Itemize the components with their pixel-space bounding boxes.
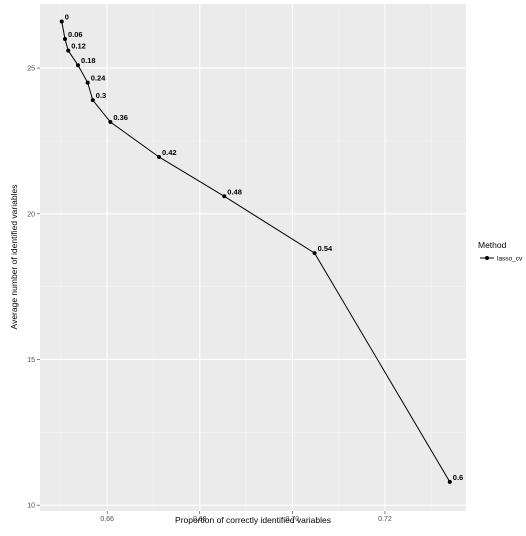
data-label: 0.24: [91, 74, 106, 83]
data-label: 0.48: [227, 187, 242, 196]
x-tick-label: 0.70: [286, 516, 300, 523]
data-label: 0.54: [318, 244, 333, 253]
x-tick-label: 0.72: [378, 516, 392, 523]
data-point: [75, 63, 80, 68]
y-tick-label: 10: [27, 503, 35, 510]
legend-keys: lasso_cv: [480, 256, 523, 263]
data-point: [108, 120, 113, 125]
x-tick-label: 0.66: [100, 516, 114, 523]
y-tick-label: 15: [27, 357, 35, 364]
data-label: 0.06: [68, 30, 83, 39]
legend-entry-label: lasso_cv: [497, 256, 523, 263]
panel-background: [40, 4, 466, 511]
x-axis-ticks: 0.66 0.68 0.70 0.72: [100, 511, 392, 523]
legend-key-point: [485, 256, 489, 260]
x-axis-title: Proportion of correctly identified varia…: [175, 515, 331, 525]
data-point: [447, 479, 452, 484]
data-point: [90, 98, 95, 103]
y-axis-ticks: 10 15 20 25: [27, 66, 40, 510]
data-point: [222, 194, 227, 199]
data-label: 0.3: [96, 91, 106, 100]
data-point: [66, 48, 71, 53]
series-layer: [59, 19, 452, 484]
data-point: [312, 251, 317, 256]
data-point: [63, 36, 68, 41]
y-axis-title: Average number of identified variables: [9, 185, 19, 330]
x-tick-label: 0.68: [193, 516, 207, 523]
minor-gridlines: [40, 4, 466, 511]
data-label: 0: [65, 12, 69, 21]
data-label: 0.18: [81, 56, 96, 65]
data-label: 0.36: [113, 113, 128, 122]
data-label: 0.42: [162, 148, 177, 157]
y-tick-label: 25: [27, 66, 35, 73]
legend: Method lasso_cv: [478, 240, 523, 263]
data-label: 0.12: [71, 42, 86, 51]
data-label: 0.6: [453, 473, 463, 482]
legend-title: Method: [478, 240, 507, 250]
y-tick-label: 20: [27, 211, 35, 218]
data-point: [59, 19, 64, 24]
data-point: [85, 80, 90, 85]
data-point: [157, 154, 162, 159]
data-labels: 0 0.06 0.12 0.18 0.24 0.3 0.36 0.42 0.48 0.54 0.6: [65, 12, 463, 481]
